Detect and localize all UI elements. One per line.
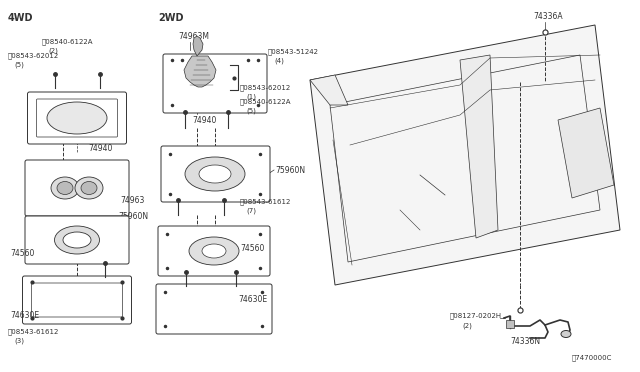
Ellipse shape [185,157,245,191]
Text: Ⓢ08543-51242: Ⓢ08543-51242 [268,49,319,55]
Text: 74630E: 74630E [238,295,267,305]
FancyBboxPatch shape [161,146,270,202]
Text: (2): (2) [462,323,472,329]
Polygon shape [506,320,514,328]
Ellipse shape [54,226,99,254]
Text: 74940: 74940 [192,115,216,125]
Polygon shape [310,25,620,285]
Text: 75960N: 75960N [275,166,305,174]
Text: 4WD: 4WD [8,13,33,23]
Text: (2): (2) [48,48,58,54]
Polygon shape [193,36,203,56]
Text: (5): (5) [246,108,256,114]
Ellipse shape [51,177,79,199]
Text: Ⓢ08543-61612: Ⓢ08543-61612 [240,199,291,205]
Ellipse shape [57,182,73,195]
Text: Ⓑ08127-0202H: Ⓑ08127-0202H [450,313,502,319]
FancyBboxPatch shape [163,54,267,113]
Text: 74963M: 74963M [178,32,209,41]
Text: Ⓢ7470000C: Ⓢ7470000C [572,355,612,361]
Text: (7): (7) [246,208,256,214]
Text: 74336N: 74336N [510,337,540,346]
FancyBboxPatch shape [28,92,127,144]
Ellipse shape [561,330,571,337]
Ellipse shape [199,165,231,183]
Text: (4): (4) [274,58,284,64]
Text: 74630E: 74630E [10,311,39,321]
Text: 74963: 74963 [120,196,145,205]
Ellipse shape [63,232,91,248]
FancyBboxPatch shape [25,216,129,264]
Ellipse shape [81,182,97,195]
Ellipse shape [202,244,226,258]
Text: 74336A: 74336A [533,12,563,20]
Text: 75960N: 75960N [118,212,148,221]
Polygon shape [558,108,614,198]
Text: 2WD: 2WD [158,13,184,23]
Text: Ⓢ08540-6122A: Ⓢ08540-6122A [42,39,93,45]
FancyBboxPatch shape [22,276,131,324]
Text: 74940: 74940 [88,144,113,153]
Polygon shape [184,56,216,87]
Ellipse shape [47,102,107,134]
Text: Ⓢ08543-62012: Ⓢ08543-62012 [8,53,60,59]
Text: 74560: 74560 [240,244,264,253]
FancyBboxPatch shape [156,284,272,334]
FancyBboxPatch shape [25,160,129,216]
FancyBboxPatch shape [158,226,270,276]
Text: Ⓢ08540-6122A: Ⓢ08540-6122A [240,99,291,105]
Text: (3): (3) [14,338,24,344]
Polygon shape [460,55,498,238]
Ellipse shape [189,237,239,265]
Text: (1): (1) [246,94,256,100]
Ellipse shape [75,177,103,199]
Text: (5): (5) [14,62,24,68]
Text: Ⓢ08543-61612: Ⓢ08543-61612 [8,329,60,335]
Text: Ⓢ08543-62012: Ⓢ08543-62012 [240,85,291,91]
Polygon shape [310,75,348,105]
Text: 74560: 74560 [10,250,35,259]
